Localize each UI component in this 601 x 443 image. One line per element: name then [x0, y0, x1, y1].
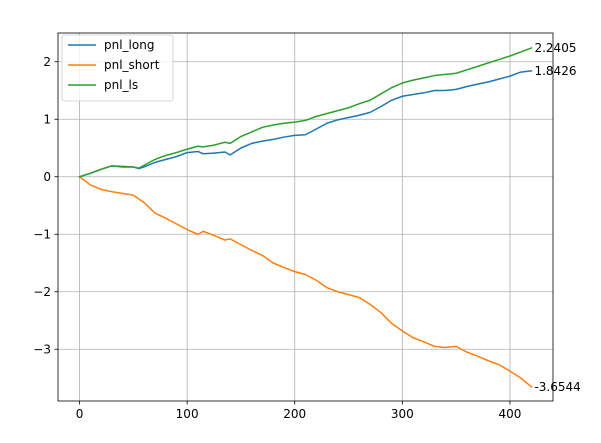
legend-label-pnl-short: pnl_short [104, 58, 160, 72]
series-line-pnl-ls [78, 46, 533, 178]
x-tick-label: 300 [391, 407, 414, 421]
x-tick-label: 400 [499, 407, 522, 421]
end-value-label-pnl-ls: 2.2405 [534, 41, 576, 55]
series-line-pnl-long [78, 69, 533, 178]
end-value-label-pnl-long: 1.8426 [534, 64, 576, 78]
y-tick-label: −2 [33, 285, 51, 299]
legend-label-pnl-long: pnl_long [104, 38, 154, 52]
end-value-label-pnl-short: -3.6544 [534, 380, 580, 394]
end-labels: 1.8426 -3.6544 2.2405 [534, 41, 580, 394]
y-tick-label: −3 [33, 342, 51, 356]
x-tick-label: 200 [283, 407, 306, 421]
x-tick-label: 100 [176, 407, 199, 421]
y-tick-label: 0 [43, 170, 51, 184]
grid-lines [58, 33, 553, 401]
axis-ticks: 0 100 200 300 400 −3 −2 −1 0 1 2 [33, 55, 521, 421]
series-layer [78, 46, 533, 388]
legend-label-pnl-ls: pnl_ls [104, 78, 138, 92]
plot-frame [57, 32, 554, 402]
y-tick-label: 1 [43, 112, 51, 126]
y-tick-label: −1 [33, 227, 51, 241]
x-tick-label: 0 [76, 407, 84, 421]
y-tick-label: 2 [43, 55, 51, 69]
legend: pnl_long pnl_short pnl_ls [61, 34, 174, 102]
series-line-pnl-short [78, 175, 533, 388]
